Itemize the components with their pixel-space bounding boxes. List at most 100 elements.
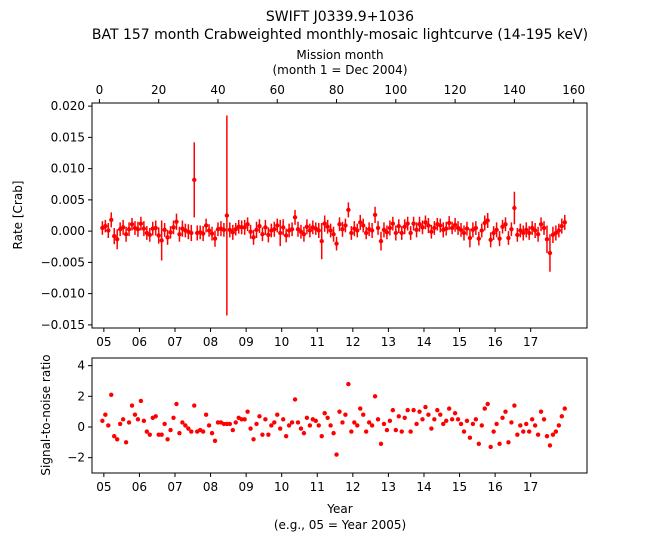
- snr-point: [441, 421, 446, 427]
- snr-point: [109, 392, 114, 397]
- rate-point: [147, 232, 152, 238]
- snr-point: [363, 429, 369, 434]
- rate-point: [248, 229, 253, 234]
- rate-point: [245, 222, 250, 227]
- rate-point: [375, 225, 381, 231]
- snr-point: [494, 421, 499, 427]
- snr-point: [168, 427, 173, 433]
- snr-point: [192, 403, 197, 408]
- rate-point: [512, 205, 517, 211]
- snr-point: [103, 412, 108, 417]
- snr-point: [393, 427, 399, 433]
- rate-point: [165, 235, 170, 240]
- rate-point: [446, 220, 452, 226]
- snr-point: [544, 434, 550, 439]
- top-panel-frame: [91, 102, 588, 329]
- snr-point: [423, 404, 428, 410]
- rate-point: [203, 223, 209, 228]
- rate-point: [518, 228, 523, 233]
- rate-point: [497, 236, 502, 241]
- rate-point: [159, 238, 164, 243]
- snr-point: [369, 423, 375, 428]
- rate-point: [369, 228, 375, 233]
- snr-point: [562, 406, 567, 411]
- rate-point: [414, 227, 419, 233]
- rate-point: [141, 226, 147, 231]
- snr-point: [390, 407, 396, 413]
- rate-point: [319, 238, 324, 244]
- bottom-y-axis: −2 0 2 4: [67, 359, 92, 465]
- rate-point: [521, 230, 526, 236]
- rate-point: [123, 232, 129, 237]
- x-tick-label: 11: [310, 335, 325, 349]
- snr-point: [420, 417, 425, 422]
- snr-point: [233, 420, 238, 425]
- rate-point: [331, 232, 336, 237]
- rate-point: [254, 227, 259, 233]
- month-tick-label: 160: [562, 83, 585, 97]
- rate-point: [242, 225, 247, 230]
- snr-point: [120, 417, 126, 422]
- rate-point: [532, 228, 538, 233]
- rate-point: [556, 228, 562, 233]
- y-tick-label: −2: [67, 451, 85, 465]
- rate-point: [221, 227, 227, 233]
- rate-point: [162, 227, 167, 233]
- month-tick-label: 0: [96, 83, 104, 97]
- x-tick-label: 11: [310, 480, 325, 494]
- rate-point: [500, 224, 505, 229]
- snr-point: [387, 418, 393, 424]
- top-axis-label-line2: (month 1 = Dec 2004): [272, 63, 407, 77]
- snr-point: [402, 415, 407, 420]
- snr-point: [399, 429, 404, 434]
- snr-point: [488, 444, 493, 450]
- x-tick-label: 15: [452, 335, 467, 349]
- y-tick-label: 2: [77, 389, 85, 403]
- snr-point: [500, 415, 505, 420]
- rate-point: [112, 233, 117, 239]
- rate-point: [126, 227, 132, 232]
- y-tick-label: 0.020: [51, 99, 85, 113]
- x-tick-label: 07: [167, 335, 182, 349]
- rate-point: [358, 220, 363, 225]
- rate-point: [387, 225, 393, 231]
- snr-point: [212, 438, 218, 443]
- rate-point: [328, 228, 333, 233]
- rate-point: [233, 227, 238, 232]
- snr-point: [257, 414, 262, 419]
- x-tick-label: 17: [523, 335, 538, 349]
- x-tick-label: 08: [203, 480, 218, 494]
- snr-point: [114, 437, 120, 442]
- x-tick-label: 14: [416, 480, 431, 494]
- y-tick-label: 0.000: [51, 224, 85, 238]
- rate-point: [289, 227, 295, 232]
- bottom-panel-frame: [91, 357, 588, 474]
- rate-point: [426, 223, 431, 228]
- rate-point: [272, 227, 277, 232]
- snr-point: [408, 429, 413, 434]
- y-tick-label: 0.015: [51, 130, 85, 144]
- snr-point: [518, 423, 523, 428]
- rate-point: [337, 222, 342, 227]
- snr-point: [245, 409, 250, 414]
- rate-point: [411, 221, 416, 226]
- rate-point: [153, 225, 158, 231]
- snr-point: [189, 429, 194, 434]
- rate-point: [349, 230, 354, 236]
- snr-point: [346, 381, 351, 387]
- snr-point: [200, 429, 206, 434]
- rate-point: [200, 231, 206, 236]
- snr-point: [334, 452, 339, 457]
- snr-point: [550, 432, 556, 437]
- snr-point: [292, 397, 298, 402]
- snr-point: [209, 430, 215, 436]
- rate-point: [467, 235, 473, 241]
- bottom-x-axis-label-line1: Year: [326, 502, 352, 516]
- snr-point: [515, 432, 520, 437]
- snr-point: [153, 414, 158, 419]
- rate-point: [363, 230, 369, 236]
- snr-point: [458, 421, 464, 427]
- rate-point: [301, 232, 307, 237]
- snr-point: [414, 421, 419, 427]
